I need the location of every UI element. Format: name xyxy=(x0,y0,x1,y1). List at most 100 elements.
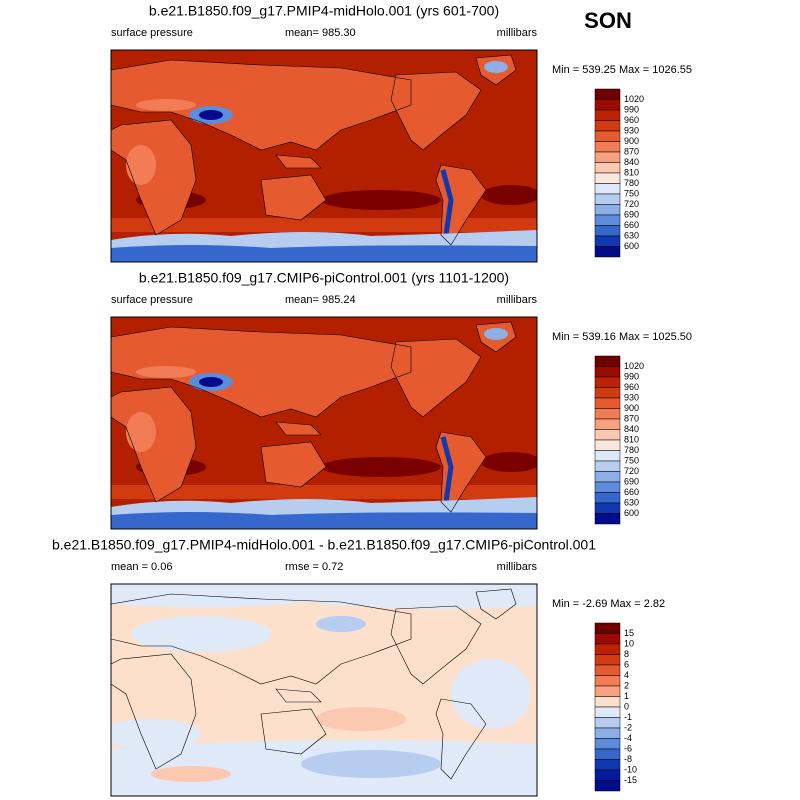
colorbar-box xyxy=(594,387,621,399)
panel-title: b.e21.B1850.f09_g17.CMIP6-piControl.001 … xyxy=(139,270,509,286)
colorbar-box xyxy=(594,88,621,100)
colorbar-label: 870 xyxy=(624,146,639,156)
colorbar-label: 0 xyxy=(624,701,629,711)
center-label: mean= 985.24 xyxy=(285,294,356,306)
colorbar-box xyxy=(594,696,621,708)
colorbar-label: 600 xyxy=(624,508,639,518)
colorbar-box xyxy=(594,376,621,388)
colorbar-label: 630 xyxy=(624,230,639,240)
colorbar-label: 870 xyxy=(624,413,639,423)
colorbar-label: 990 xyxy=(624,104,639,114)
colorbar-label: 660 xyxy=(624,220,639,230)
colorbar-box xyxy=(594,759,621,771)
colorbar-label: -4 xyxy=(624,733,632,743)
colorbar-box xyxy=(594,355,621,367)
colorbar-box xyxy=(594,408,621,420)
colorbar-box xyxy=(594,502,621,514)
right-label: millibars xyxy=(497,561,538,573)
colorbar-box xyxy=(594,120,621,132)
map-frame xyxy=(110,583,538,797)
map-frame xyxy=(110,49,538,263)
colorbar-box xyxy=(594,450,621,462)
colorbar-box xyxy=(594,748,621,760)
min-max: Min = -2.69 Max = 2.82 xyxy=(552,598,665,610)
colorbar-label: -8 xyxy=(624,754,632,764)
colorbar-label: -1 xyxy=(624,712,632,722)
colorbar-box xyxy=(594,738,621,750)
colorbar-box xyxy=(594,183,621,195)
colorbar-label: 630 xyxy=(624,497,639,507)
colorbar-label: 690 xyxy=(624,209,639,219)
map xyxy=(111,317,541,529)
colorbar-box xyxy=(594,130,621,142)
colorbar-label: 1 xyxy=(624,691,629,701)
colorbar-box xyxy=(594,172,621,184)
colorbar-label: 840 xyxy=(624,157,639,167)
colorbar-box xyxy=(594,492,621,504)
colorbar-label: -6 xyxy=(624,743,632,753)
colorbar-box xyxy=(594,780,621,792)
colorbar-box xyxy=(594,418,621,430)
colorbar-label: 930 xyxy=(624,392,639,402)
colorbar-box xyxy=(594,397,621,409)
colorbar-label: 900 xyxy=(624,403,639,413)
colorbar-box xyxy=(594,675,621,687)
colorbar-box xyxy=(594,513,621,525)
colorbar-box xyxy=(594,717,621,729)
colorbar-label: 960 xyxy=(624,382,639,392)
colorbar-label: 780 xyxy=(624,178,639,188)
colorbar-box xyxy=(594,246,621,258)
colorbar-box xyxy=(594,162,621,174)
colorbar-box xyxy=(594,654,621,666)
colorbar-box xyxy=(594,141,621,153)
colorbar-label: 15 xyxy=(624,628,634,638)
colorbar-box xyxy=(594,769,621,781)
min-max: Min = 539.16 Max = 1025.50 xyxy=(552,331,692,343)
colorbar-label: -10 xyxy=(624,764,637,774)
colorbar-box xyxy=(594,193,621,205)
colorbar-label: 960 xyxy=(624,115,639,125)
map xyxy=(101,584,537,796)
colorbar-label: -2 xyxy=(624,722,632,732)
left-label: surface pressure xyxy=(111,294,193,306)
colorbar-label: 840 xyxy=(624,424,639,434)
map xyxy=(111,50,541,262)
min-max: Min = 539.25 Max = 1026.55 xyxy=(552,64,692,76)
colorbar-box xyxy=(594,235,621,247)
colorbar-box xyxy=(594,706,621,718)
colorbar-label: 4 xyxy=(624,670,629,680)
colorbar-box xyxy=(594,633,621,645)
right-label: millibars xyxy=(497,294,538,306)
center-label: mean= 985.30 xyxy=(285,27,356,39)
colorbar-box xyxy=(594,99,621,111)
colorbar-label: 8 xyxy=(624,649,629,659)
colorbar-box xyxy=(594,622,621,634)
colorbar-label: 600 xyxy=(624,241,639,251)
left-label: surface pressure xyxy=(111,27,193,39)
panel-title: b.e21.B1850.f09_g17.PMIP4-midHolo.001 - … xyxy=(52,537,596,553)
colorbar-label: 750 xyxy=(624,188,639,198)
colorbar-box xyxy=(594,366,621,378)
season-label: SON xyxy=(584,8,632,33)
colorbar-box xyxy=(594,471,621,483)
colorbar-label: 810 xyxy=(624,434,639,444)
colorbar-box xyxy=(594,225,621,237)
colorbar-label: 720 xyxy=(624,466,639,476)
colorbar-label: 6 xyxy=(624,659,629,669)
colorbar-label: 10 xyxy=(624,638,634,648)
left-label: mean = 0.06 xyxy=(111,561,172,573)
colorbar-label: 660 xyxy=(624,487,639,497)
colorbar-box xyxy=(594,664,621,676)
colorbar-box xyxy=(594,214,621,226)
colorbar-label: 780 xyxy=(624,445,639,455)
map-frame xyxy=(110,316,538,530)
colorbar-label: 2 xyxy=(624,680,629,690)
colorbar-box xyxy=(594,643,621,655)
colorbar-label: 750 xyxy=(624,455,639,465)
colorbar-label: -15 xyxy=(624,775,637,785)
colorbar-box xyxy=(594,109,621,121)
colorbar-box xyxy=(594,481,621,493)
colorbar-box xyxy=(594,439,621,451)
colorbar-box xyxy=(594,460,621,472)
